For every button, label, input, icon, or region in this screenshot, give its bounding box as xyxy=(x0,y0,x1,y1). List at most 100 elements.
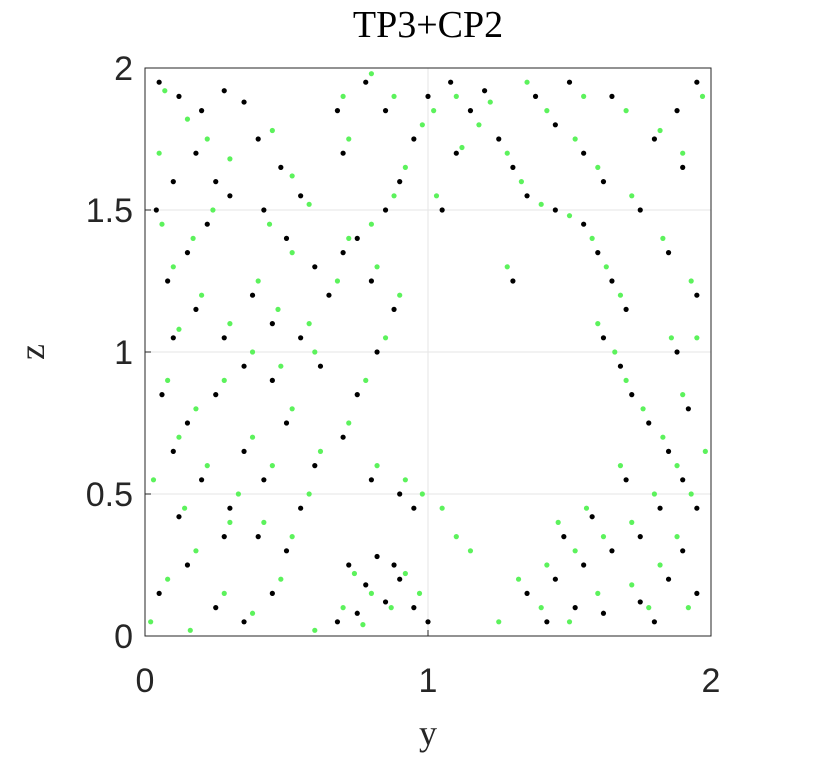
scatter-point xyxy=(688,491,694,497)
scatter-point xyxy=(187,627,193,633)
scatter-point xyxy=(368,278,374,284)
scatter-point xyxy=(176,434,182,440)
scatter-point xyxy=(391,562,397,568)
y-tick-label: 1.5 xyxy=(86,192,133,230)
scatter-point xyxy=(190,235,196,241)
scatter-point xyxy=(156,150,162,156)
scatter-point xyxy=(402,570,408,577)
scatter-point xyxy=(312,627,318,633)
scatter-point xyxy=(199,108,205,114)
scatter-point xyxy=(363,79,369,85)
scatter-point xyxy=(538,201,544,207)
scatter-point xyxy=(374,349,380,355)
scatter-point xyxy=(184,250,191,256)
scatter-point xyxy=(518,179,524,185)
scatter-point xyxy=(657,562,663,568)
scatter-point xyxy=(182,505,188,511)
scatter-point xyxy=(680,392,686,398)
scatter-point xyxy=(600,335,607,341)
scatter-point xyxy=(552,207,558,213)
scatter-point xyxy=(368,590,374,597)
scatter-point xyxy=(334,278,341,284)
scatter-point xyxy=(510,164,516,170)
scatter-point xyxy=(306,491,312,497)
scatter-point xyxy=(360,622,366,628)
scatter-point xyxy=(193,406,199,412)
scatter-point xyxy=(411,136,417,142)
scatter-point xyxy=(688,278,694,284)
scatter-point xyxy=(221,590,227,597)
scatter-point xyxy=(148,619,154,625)
scatter-point xyxy=(397,292,403,298)
scatter-point xyxy=(496,619,502,625)
scatter-point xyxy=(156,79,162,85)
scatter-point xyxy=(176,514,182,520)
scatter-point xyxy=(388,605,394,611)
y-tick-label: 1 xyxy=(114,334,133,372)
scatter-point xyxy=(629,519,635,526)
scatter-point xyxy=(680,548,686,554)
scatter-point xyxy=(612,349,618,355)
scatter-point xyxy=(589,235,595,241)
scatter-point xyxy=(227,193,233,199)
scatter-point xyxy=(255,534,261,540)
scatter-point xyxy=(298,193,304,199)
scatter-point xyxy=(397,179,403,185)
scatter-point xyxy=(351,570,358,577)
scatter-point xyxy=(382,207,389,213)
scatter-point xyxy=(581,93,587,99)
scatter-point xyxy=(623,377,629,383)
scatter-point xyxy=(651,491,658,497)
scatter-point xyxy=(269,127,275,134)
scatter-point xyxy=(566,79,573,85)
scatter-point xyxy=(249,610,256,616)
scatter-point xyxy=(629,392,635,398)
scatter-point xyxy=(283,548,290,554)
scatter-point xyxy=(657,505,663,511)
scatter-point xyxy=(640,406,646,412)
scatter-point xyxy=(674,534,680,540)
scatter-point xyxy=(227,321,233,327)
scatter-point xyxy=(382,599,389,605)
scatter-point xyxy=(289,406,295,412)
scatter-point xyxy=(368,477,374,483)
scatter-point xyxy=(425,619,431,625)
scatter-point xyxy=(657,127,663,134)
scatter-point xyxy=(609,278,615,284)
scatter-point xyxy=(221,335,227,341)
axis-ticks: 0 1 2 0 0.5 1 1.5 2 xyxy=(86,50,721,700)
scatter-point xyxy=(334,108,341,114)
scatter-point xyxy=(249,292,256,298)
scatter-point xyxy=(600,534,607,540)
scatter-point xyxy=(204,463,210,469)
scatter-point xyxy=(694,335,700,341)
scatter-point xyxy=(278,164,284,170)
scatter-point xyxy=(668,335,674,341)
scatter-point xyxy=(572,548,578,554)
y-tick-label: 0.5 xyxy=(86,476,133,514)
scatter-point xyxy=(255,278,261,284)
scatter-point xyxy=(275,306,281,312)
scatter-point xyxy=(249,349,256,355)
scatter-point xyxy=(346,235,352,241)
scatter-point xyxy=(278,363,284,369)
scatter-point xyxy=(603,264,609,270)
scatter-point xyxy=(159,392,165,398)
scatter-point xyxy=(269,590,275,597)
scatter-point xyxy=(453,93,459,99)
scatter-point xyxy=(453,534,459,540)
scatter-point xyxy=(419,122,425,128)
y-tick-label: 0 xyxy=(114,618,133,656)
scatter-point xyxy=(156,590,162,597)
scatter-point xyxy=(617,363,624,369)
y-axis-label: z xyxy=(12,344,52,360)
scatter-point xyxy=(600,179,607,185)
scatter-point xyxy=(306,201,312,207)
scatter-point xyxy=(538,605,544,611)
scatter-point xyxy=(170,448,176,454)
scatter-point xyxy=(561,534,567,540)
scatter-point xyxy=(532,93,539,99)
scatter-point xyxy=(699,93,706,99)
scatter-point xyxy=(623,108,629,114)
scatter-point xyxy=(487,99,493,105)
